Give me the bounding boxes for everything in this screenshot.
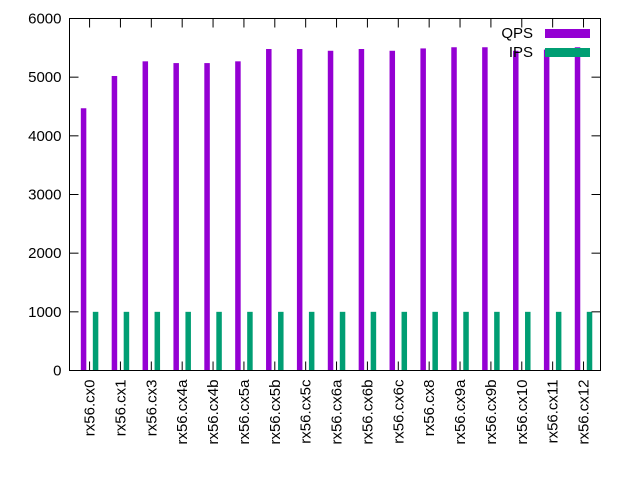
bars-layer [80, 47, 593, 371]
x-tick-label: rx56.cx1 [112, 380, 129, 437]
y-tick-label: 0 [53, 363, 61, 380]
bar-qps-rx56-cx5c [296, 49, 303, 371]
bar-ips-rx56-cx5b [278, 311, 284, 371]
bar-qps-rx56-cx3 [142, 61, 149, 371]
bar-qps-rx56-cx9a [451, 47, 457, 371]
bar-qps-rx56-cx1 [111, 75, 118, 371]
bar-qps-rx56-cx5b [266, 49, 272, 371]
bar-ips-rx56-cx5a [247, 311, 253, 371]
x-tick-label: rx56.cx5b [267, 380, 284, 445]
x-tick-label: rx56.cx8 [421, 380, 438, 437]
bar-ips-rx56-cx11 [555, 311, 562, 371]
bar-qps-rx56-cx5a [235, 61, 241, 371]
bar-ips-rx56-cx9b [494, 311, 500, 371]
x-tick-label: rx56.cx9b [483, 380, 500, 445]
bar-ips-rx56-cx12 [586, 311, 593, 371]
x-tick-label: rx56.cx0 [82, 380, 99, 437]
x-tick-label: rx56.cx12 [576, 380, 593, 445]
y-tick-label: 5000 [28, 69, 61, 86]
bar-ips-rx56-cx8 [432, 311, 438, 371]
bar-qps-rx56-cx6b [358, 49, 365, 371]
y-tick-label: 1000 [28, 304, 61, 321]
bar-ips-rx56-cx0 [92, 311, 99, 371]
y-tick-label: 2000 [28, 245, 61, 262]
bar-ips-rx56-cx4b [216, 311, 222, 371]
y-tick-label: 4000 [28, 128, 61, 145]
bar-ips-rx56-cx6c [401, 311, 408, 371]
legend-label-ips: IPS [509, 44, 533, 61]
bar-qps-rx56-cx10 [513, 50, 519, 371]
x-tick-label: rx56.cx10 [514, 380, 531, 445]
x-tick-label: rx56.cx6a [329, 379, 346, 445]
axes-layer: 0 1000 2000 3000 4000 5000 6000 rx56.cx0 rx56.cx… [28, 11, 601, 445]
bar-ips-rx56-cx3 [154, 311, 161, 371]
plot-border [69, 18, 601, 371]
x-tick-label: rx56.cx5c [298, 379, 315, 444]
x-tick-label: rx56.cx6c [390, 379, 407, 444]
bar-qps-rx56-cx4b [204, 63, 210, 371]
x-tick-label: rx56.cx3 [143, 380, 160, 437]
bar-qps-rx56-cx12 [574, 47, 581, 371]
bar-qps-rx56-cx8 [420, 48, 426, 371]
bar-qps-rx56-cx6c [389, 50, 396, 371]
bar-ips-rx56-cx6a [339, 311, 346, 371]
bar-ips-rx56-cx9a [463, 311, 469, 371]
legend-swatch-qps [545, 29, 590, 38]
bar-ips-rx56-cx5c [308, 311, 315, 371]
bar-ips-rx56-cx4a [185, 311, 191, 371]
bar-ips-rx56-cx10 [525, 311, 531, 371]
legend-label-qps: QPS [501, 25, 533, 42]
bar-qps-rx56-cx4a [173, 63, 179, 371]
x-tick-label: rx56.cx9a [452, 379, 469, 445]
bar-qps-rx56-cx6a [327, 50, 334, 371]
bar-qps-rx56-cx9b [482, 47, 488, 371]
x-tick-label: rx56.cx4b [205, 380, 222, 445]
x-tick-label: rx56.cx6b [359, 380, 376, 445]
bar-ips-rx56-cx1 [123, 311, 130, 371]
y-tick-label: 6000 [28, 11, 61, 28]
bar-qps-rx56-cx11 [543, 49, 550, 371]
x-tick-label: rx56.cx11 [545, 380, 562, 444]
legend-swatch-ips [545, 48, 590, 57]
legend: QPS IPS [501, 25, 590, 61]
x-tick-label: rx56.cx5a [236, 379, 253, 445]
bar-ips-rx56-cx6b [370, 311, 377, 371]
bar-qps-rx56-cx0 [80, 108, 87, 371]
x-tick-label: rx56.cx4a [174, 379, 191, 445]
y-tick-label: 3000 [28, 187, 61, 204]
